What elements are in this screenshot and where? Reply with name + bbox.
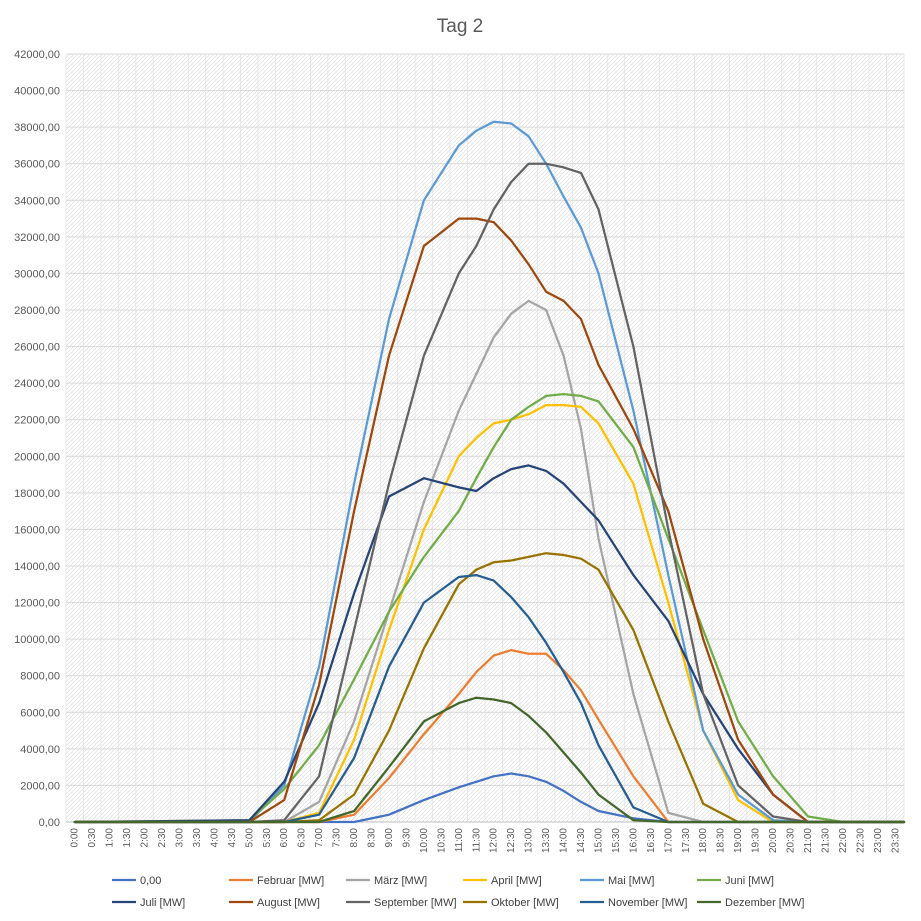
x-tick-label: 15:00 — [593, 828, 604, 853]
y-tick-label: 38000,00 — [14, 122, 60, 134]
y-tick-label: 2000,00 — [20, 780, 60, 792]
x-tick-label: 3:00 — [174, 828, 185, 848]
y-tick-label: 28000,00 — [14, 305, 60, 317]
x-tick-label: 2:00 — [140, 828, 151, 848]
x-tick-label: 0:30 — [87, 828, 98, 848]
series-line-9 — [73, 162, 906, 824]
x-tick-label: 22:30 — [855, 828, 866, 853]
legend-label: Oktober [MW] — [491, 897, 559, 909]
x-tick-label: 5:00 — [244, 828, 255, 848]
x-tick-label: 19:00 — [733, 828, 744, 853]
y-tick-label: 10000,00 — [14, 634, 60, 646]
gridlines — [65, 53, 905, 823]
y-tick-label: 14000,00 — [14, 561, 60, 573]
x-tick-label: 19:30 — [751, 828, 762, 853]
chart-title: Tag 2 — [437, 16, 483, 37]
y-tick-label: 20000,00 — [14, 451, 60, 463]
x-tick-label: 8:30 — [367, 828, 378, 848]
legend-label: August [MW] — [257, 897, 320, 909]
x-tick-label: 14:30 — [576, 828, 587, 853]
x-tick-label: 12:30 — [506, 828, 517, 853]
series-line-7 — [73, 464, 906, 824]
y-tick-label: 40000,00 — [14, 86, 60, 98]
legend-label: März [MW] — [374, 875, 427, 887]
x-tick-label: 20:00 — [768, 828, 779, 853]
x-tick-label: 4:30 — [227, 828, 238, 848]
x-tick-label: 11:30 — [471, 828, 482, 853]
x-axis: 0:00 0:30 1:00 1:30 2:00 2:30 3:00 3:30 4:00 4:30… — [70, 828, 902, 853]
x-tick-label: 7:00 — [314, 828, 325, 848]
x-tick-label: 10:00 — [419, 828, 430, 853]
x-tick-label: 22:00 — [838, 828, 849, 853]
x-tick-label: 8:00 — [349, 828, 360, 848]
series-line-5 — [73, 120, 906, 824]
y-tick-label: 36000,00 — [14, 159, 60, 171]
x-tick-label: 11:00 — [454, 828, 465, 853]
x-tick-label: 18:00 — [698, 828, 709, 853]
series-line-4 — [73, 403, 906, 824]
x-tick-label: 0:00 — [70, 828, 81, 848]
x-tick-label: 16:00 — [628, 828, 639, 853]
x-tick-label: 21:30 — [820, 828, 831, 853]
x-tick-label: 3:30 — [192, 828, 203, 848]
x-tick-label: 18:30 — [716, 828, 727, 853]
legend-label: April [MW] — [491, 875, 542, 887]
series-line-12 — [73, 696, 906, 824]
y-tick-label: 26000,00 — [14, 342, 60, 354]
series-line-8 — [73, 217, 906, 824]
y-tick-label: 0,00 — [39, 817, 60, 829]
x-tick-label: 4:00 — [209, 828, 220, 848]
x-tick-label: 7:30 — [332, 828, 343, 848]
x-tick-label: 17:30 — [681, 828, 692, 853]
series-lines — [73, 120, 906, 824]
y-tick-label: 4000,00 — [20, 744, 60, 756]
x-tick-label: 2:30 — [157, 828, 168, 848]
legend-label: Mai [MW] — [608, 875, 654, 887]
x-tick-label: 9:30 — [401, 828, 412, 848]
x-tick-label: 20:30 — [786, 828, 797, 853]
y-tick-label: 12000,00 — [14, 598, 60, 610]
y-tick-label: 30000,00 — [14, 268, 60, 280]
series-line-6 — [73, 392, 906, 824]
legend-label: September [MW] — [374, 897, 457, 909]
x-tick-label: 12:00 — [489, 828, 500, 853]
y-tick-label: 18000,00 — [14, 488, 60, 500]
legend-label: Februar [MW] — [257, 875, 324, 887]
x-tick-label: 6:00 — [279, 828, 290, 848]
y-tick-label: 34000,00 — [14, 195, 60, 207]
legend-label: 0,00 — [140, 875, 161, 887]
x-tick-label: 17:00 — [663, 828, 674, 853]
y-tick-label: 8000,00 — [20, 671, 60, 683]
x-tick-label: 14:00 — [559, 828, 570, 853]
x-tick-label: 23:00 — [873, 828, 884, 853]
x-tick-label: 9:00 — [384, 828, 395, 848]
x-tick-label: 1:30 — [122, 828, 133, 848]
y-tick-label: 42000,00 — [14, 49, 60, 61]
x-tick-label: 13:00 — [524, 828, 535, 853]
x-tick-label: 15:30 — [611, 828, 622, 853]
y-tick-label: 6000,00 — [20, 707, 60, 719]
x-tick-label: 5:30 — [262, 828, 273, 848]
y-tick-label: 16000,00 — [14, 524, 60, 536]
x-tick-label: 1:00 — [105, 828, 116, 848]
x-tick-label: 13:30 — [541, 828, 552, 853]
legend-label: Juli [MW] — [140, 897, 185, 909]
x-tick-label: 10:30 — [436, 828, 447, 853]
y-tick-label: 32000,00 — [14, 232, 60, 244]
y-tick-label: 24000,00 — [14, 378, 60, 390]
x-tick-label: 16:30 — [646, 828, 657, 853]
x-tick-label: 23:30 — [890, 828, 901, 853]
y-axis: 0,00 2000,00 4000,00 6000,00 8000,00 10000,00… — [14, 49, 60, 829]
legend-label: November [MW] — [608, 897, 687, 909]
x-tick-label: 21:00 — [803, 828, 814, 853]
legend-label: Dezember [MW] — [725, 897, 804, 909]
x-tick-label: 6:30 — [297, 828, 308, 848]
y-tick-label: 22000,00 — [14, 415, 60, 427]
legend: 0,00 Februar [MW] März [MW] April [MW] Mai [… — [112, 875, 804, 909]
legend-label: Juni [MW] — [725, 875, 774, 887]
